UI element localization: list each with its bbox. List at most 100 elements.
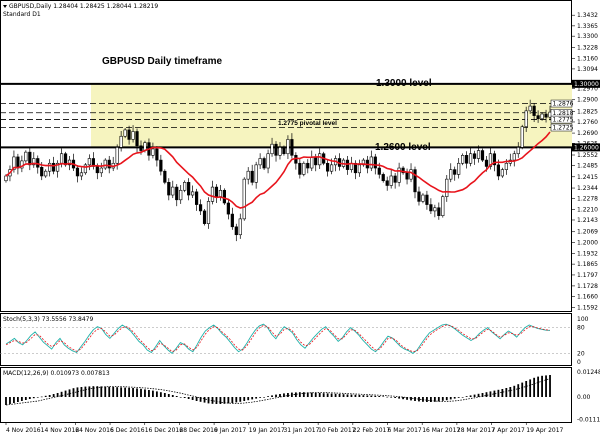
candle-body: [290, 139, 294, 156]
candle-body: [44, 170, 48, 177]
chart-title: GBPUSD Daily timeframe: [102, 56, 222, 67]
candle-body: [12, 156, 16, 170]
macd-bar: [215, 397, 218, 404]
candle-body: [194, 191, 199, 205]
macd-bar: [370, 395, 373, 397]
macd-y-label: 0.012483: [577, 369, 600, 376]
candle-body: [67, 159, 72, 166]
price-tag-label: 1.2725: [553, 125, 574, 132]
candle-body: [409, 169, 413, 180]
macd-bar: [382, 396, 385, 397]
price-tag-label: 1.2775: [553, 117, 574, 124]
macd-bar: [493, 390, 496, 397]
candle-body: [286, 139, 290, 155]
macd-bar: [96, 386, 99, 397]
x-tick-label: 7 Apr 2017: [492, 427, 525, 434]
macd-bar: [243, 397, 246, 401]
candle-body: [75, 167, 80, 177]
macd-bar: [501, 389, 504, 397]
macd-bar: [112, 387, 115, 397]
candle-body: [135, 131, 139, 147]
y-tick-label: 1.1865: [577, 261, 598, 268]
candle-body: [298, 162, 302, 175]
macd-bar: [287, 393, 289, 397]
macd-bar: [24, 397, 27, 400]
macd-bar: [195, 397, 198, 401]
candle-body: [115, 147, 119, 164]
candle-body: [413, 169, 417, 193]
candle-body: [206, 201, 211, 224]
candle-body: [16, 156, 20, 169]
macd-bar: [100, 386, 103, 397]
macd-title: MACD(12,26,9) 0.010973 0.007813: [3, 370, 110, 377]
candle-body: [373, 156, 377, 169]
candle-body: [492, 153, 497, 166]
candle-body: [457, 162, 461, 175]
candle-body: [56, 162, 60, 172]
macd-bar: [239, 397, 242, 402]
macd-bar: [56, 393, 59, 397]
macd-bar: [171, 395, 174, 397]
y-tick-label: 1.2690: [577, 130, 598, 137]
macd-bar: [263, 397, 266, 398]
macd-bar: [386, 396, 389, 398]
candle-body: [465, 155, 469, 164]
macd-bar: [334, 393, 337, 397]
macd-bar: [40, 396, 43, 398]
macd-bar: [549, 375, 551, 397]
macd-bar: [477, 393, 480, 397]
candle-body: [353, 162, 358, 174]
macd-bar: [275, 394, 277, 397]
moving-average-line: [5, 131, 551, 209]
x-tick-label: 19 Jan 2017: [249, 427, 285, 434]
candle-body: [453, 169, 457, 175]
level-tag-box: [572, 79, 600, 88]
macd-bar: [418, 397, 420, 402]
macd-bar: [13, 397, 15, 403]
macd-bar: [485, 392, 488, 397]
macd-bar: [433, 397, 436, 402]
y-tick-label: 1.3228: [577, 45, 598, 52]
candle-body: [48, 162, 52, 172]
candle-body: [302, 162, 306, 175]
macd-bar: [521, 382, 524, 397]
macd-y-axis: 0.012483 0.00 -0.011155: [577, 369, 600, 423]
candle-body: [79, 172, 84, 177]
macd-bar: [398, 397, 401, 399]
candle-body: [318, 153, 322, 166]
x-tick-label: 6 Mar 2017: [388, 427, 422, 434]
macd-bar: [529, 379, 532, 397]
macd-bar: [167, 394, 170, 397]
macd-bar: [302, 392, 305, 397]
macd-bar: [271, 395, 273, 397]
y-tick-label: 1.2210: [577, 206, 598, 213]
stoch-y-label: 20: [577, 350, 585, 357]
candle-body: [226, 202, 230, 215]
x-tick-label: 31 Jan 2017: [283, 427, 319, 434]
macd-bar: [517, 384, 520, 397]
candle-body: [476, 150, 481, 159]
y-tick-label: 1.2760: [577, 119, 598, 126]
macd-bar: [362, 395, 365, 397]
candle-body: [262, 158, 266, 169]
macd-bar: [267, 396, 269, 397]
candle-body: [512, 153, 516, 161]
candlestick-series: [4, 99, 552, 242]
macd-bar: [394, 397, 397, 398]
macd-bar: [108, 386, 111, 397]
macd-panel-frame: [0, 367, 572, 423]
candle-body: [187, 182, 191, 196]
macd-bar: [374, 395, 377, 397]
y-tick-label: 1.3365: [577, 23, 598, 30]
macd-bar: [461, 397, 464, 398]
candle-body: [159, 159, 163, 172]
candle-body: [536, 115, 540, 120]
macd-bar: [203, 397, 206, 403]
candle-body: [163, 170, 167, 183]
candle-body: [310, 156, 314, 169]
y-tick-label: 1.2900: [577, 97, 598, 104]
y-tick-label: 1.2970: [577, 86, 598, 93]
y-tick-label: 1.1592: [577, 305, 598, 312]
